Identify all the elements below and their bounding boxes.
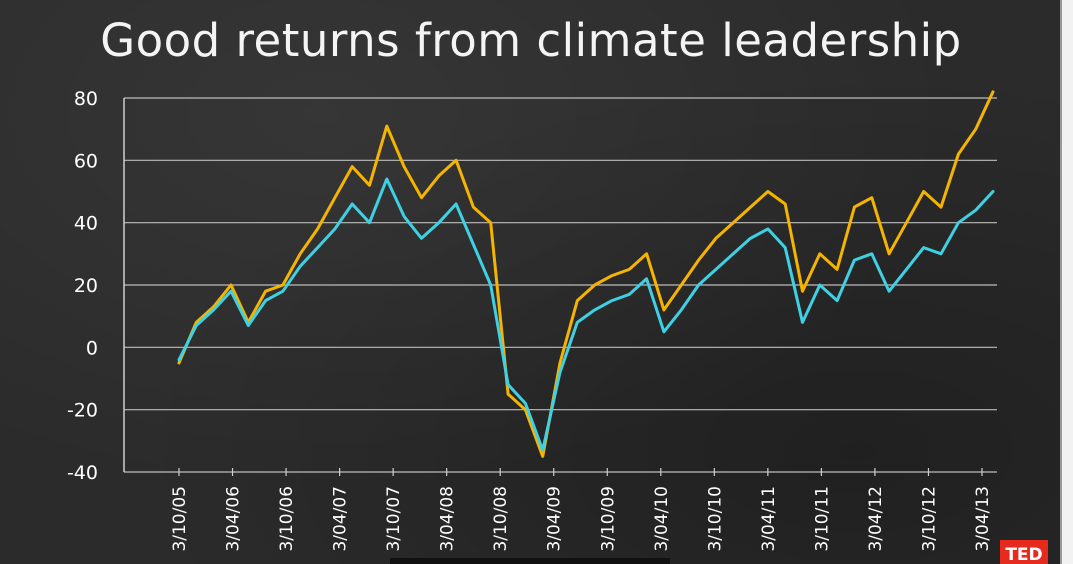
x-tick-label: 3/04/11 [759, 486, 779, 552]
window-edge [1062, 0, 1073, 564]
grid-lines [124, 97, 997, 473]
x-tick-label: 3/10/05 [170, 486, 190, 552]
ted-logo: TED [1000, 540, 1048, 564]
x-tick-label: 3/10/07 [384, 486, 404, 552]
y-tick-label: -20 [67, 400, 98, 422]
y-tick-label: 80 [74, 88, 98, 110]
y-axis-ticks: 80 60 40 20 0 -20 -40 [67, 88, 98, 484]
series-line-1 [177, 177, 995, 452]
series-lines [177, 90, 995, 458]
y-tick-label: 0 [86, 337, 98, 359]
x-tick-label: 3/10/11 [812, 486, 832, 552]
page-title: Good returns from climate leadership [100, 14, 962, 67]
x-tick-label: 3/04/08 [438, 486, 458, 552]
x-tick-label: 3/04/07 [331, 486, 351, 552]
x-tick-label: 3/04/12 [866, 486, 886, 552]
y-tick-label: 40 [74, 213, 98, 235]
y-tick-label: 20 [74, 275, 98, 297]
x-axis-ticks: 3/10/05 3/04/06 3/10/06 3/04/07 3/10/07 3/04/… [170, 468, 993, 552]
x-tick-label: 3/10/10 [705, 486, 725, 552]
x-tick-label: 3/10/09 [598, 486, 618, 552]
x-tick-label: 3/04/10 [652, 486, 672, 552]
x-tick-label: 3/10/12 [919, 486, 939, 552]
y-tick-label: -40 [67, 462, 98, 484]
video-progress-bar [390, 558, 670, 564]
x-tick-label: 3/10/08 [491, 486, 511, 552]
x-tick-label: 3/10/06 [277, 486, 297, 552]
x-tick-label: 3/04/09 [545, 486, 565, 552]
x-tick-label: 3/04/06 [224, 486, 244, 552]
x-tick-label: 3/04/13 [973, 486, 993, 552]
series-line-0 [177, 90, 995, 458]
y-tick-label: 60 [74, 150, 98, 172]
